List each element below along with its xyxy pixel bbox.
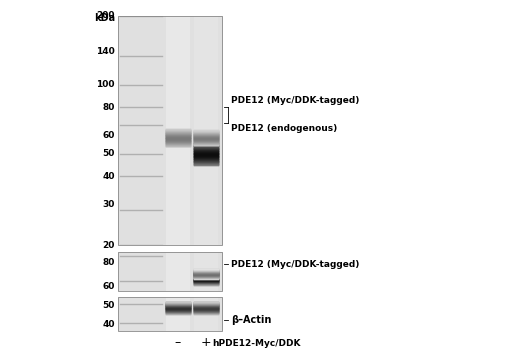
Text: 30: 30 — [102, 200, 115, 209]
Text: 100: 100 — [97, 80, 115, 90]
Text: 140: 140 — [96, 47, 115, 56]
Text: +: + — [201, 336, 211, 350]
Text: 50: 50 — [102, 301, 115, 310]
Text: kDa: kDa — [94, 13, 115, 23]
Text: 80: 80 — [102, 103, 115, 112]
Text: hPDE12-Myc/DDK: hPDE12-Myc/DDK — [212, 338, 301, 348]
Bar — [166, 252, 190, 291]
Bar — [118, 16, 222, 245]
Text: 50: 50 — [102, 149, 115, 158]
Bar — [194, 252, 218, 291]
Bar — [194, 16, 218, 245]
Text: PDE12 (Myc/DDK-tagged): PDE12 (Myc/DDK-tagged) — [231, 96, 359, 105]
Text: 40: 40 — [102, 320, 115, 329]
Bar — [118, 297, 222, 331]
Bar — [166, 16, 190, 245]
Bar — [194, 297, 218, 331]
Bar — [118, 252, 222, 291]
Text: 60: 60 — [102, 282, 115, 291]
Text: PDE12 (endogenous): PDE12 (endogenous) — [231, 124, 337, 133]
Text: 40: 40 — [102, 172, 115, 181]
Bar — [166, 297, 190, 331]
Text: 20: 20 — [102, 240, 115, 250]
Text: 60: 60 — [102, 131, 115, 140]
Text: β–Actin: β–Actin — [231, 315, 271, 325]
Text: 80: 80 — [102, 258, 115, 267]
Text: PDE12 (Myc/DDK-tagged): PDE12 (Myc/DDK-tagged) — [231, 260, 359, 269]
Text: –: – — [175, 336, 181, 350]
Text: 200: 200 — [97, 12, 115, 21]
